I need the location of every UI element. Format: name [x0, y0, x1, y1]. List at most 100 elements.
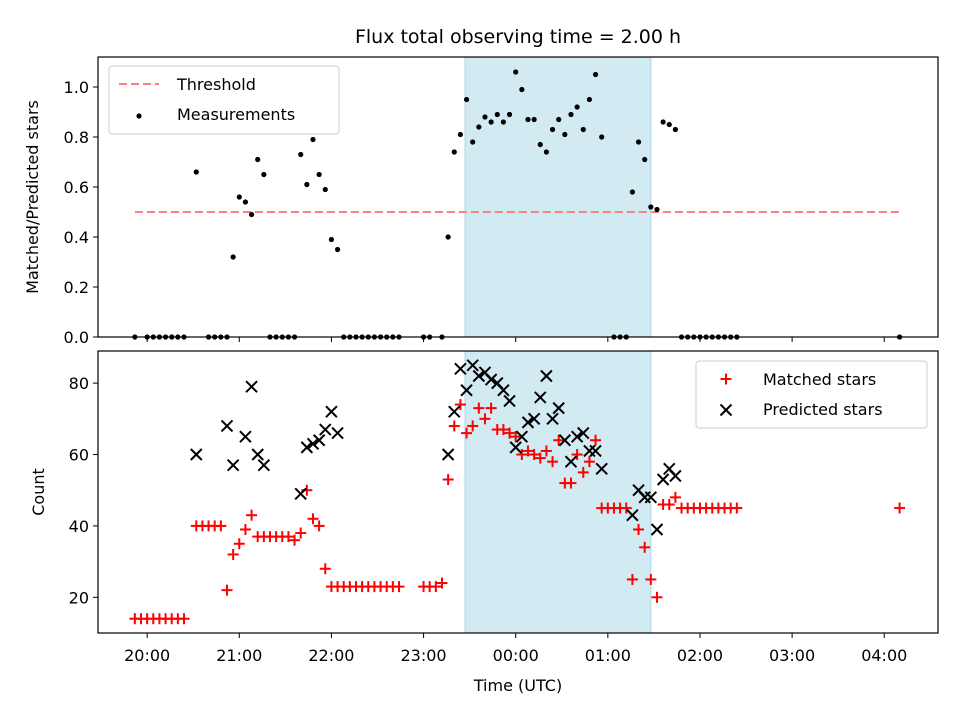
matched-star-point: [289, 534, 301, 546]
predicted-star-point: [300, 441, 314, 454]
predicted-star-point: [190, 448, 203, 461]
top-axes-frame: [97, 56, 939, 338]
matched-star-point: [454, 399, 466, 411]
matched-star-point: [510, 431, 522, 443]
matched-star-point: [522, 445, 534, 457]
top-panel: 0.0 0.2 0.4 0.6 0.8 1.0 Matched/Predicted sta…: [23, 56, 939, 347]
x-tick-label: 01:00: [585, 646, 631, 665]
measurement-point: [482, 114, 488, 120]
measurement-point: [310, 136, 316, 143]
measurement-point: [543, 149, 550, 155]
bottom-y-tick-label: 20: [69, 588, 89, 607]
measurement-point: [261, 171, 267, 178]
measurement-point: [574, 104, 580, 110]
matched-star-point: [215, 520, 227, 532]
matched-star-point: [295, 527, 307, 539]
x-tick-label: 22:00: [308, 646, 354, 665]
matched-star-point: [633, 523, 645, 535]
measurement-point: [666, 121, 672, 128]
matched-star-point: [307, 513, 319, 525]
measurement-point: [580, 126, 586, 133]
top-y-tick-label: 0.2: [64, 278, 89, 297]
measurement-point: [525, 116, 531, 123]
predicted-star-point: [448, 405, 461, 418]
measurement-point: [328, 236, 335, 243]
measurement-point: [248, 211, 255, 218]
measurement-point: [334, 246, 341, 253]
predicted-star-point: [312, 434, 326, 447]
x-tick-label: 23:00: [401, 646, 447, 665]
measurement-point: [316, 171, 322, 178]
measurement-point: [531, 116, 537, 123]
predicted-star-point: [546, 412, 559, 426]
measurement-point: [568, 111, 574, 118]
x-tick-label: 03:00: [769, 646, 815, 665]
x-tick-label: 20:00: [124, 646, 170, 665]
bottom-y-tick-label: 80: [69, 374, 89, 393]
x-tick-label: 04:00: [861, 646, 907, 665]
bottom-y-axis-label: Count: [29, 468, 48, 516]
matched-star-point: [669, 491, 681, 503]
predicted-star-point: [577, 426, 590, 440]
measurement-point: [672, 126, 679, 133]
measurement-point: [629, 189, 636, 195]
predicted-stars-points: [190, 359, 682, 536]
matched-star-point: [233, 538, 245, 550]
matched-star-point: [516, 449, 528, 461]
measurement-point: [599, 134, 605, 140]
top-x-ticks: [146, 337, 885, 342]
matched-star-point: [534, 452, 546, 464]
legend-x-marker: [719, 403, 733, 417]
matched-star-point: [497, 424, 509, 436]
bottom-legend: Matched stars Predicted stars: [695, 360, 928, 429]
measurement-point: [445, 234, 451, 240]
measurement-point: [255, 156, 261, 163]
predicted-star-point: [534, 391, 547, 404]
predicted-star-point: [472, 369, 486, 383]
matched-star-point: [473, 402, 485, 414]
top-shaded-span: [464, 56, 652, 338]
predicted-star-point: [245, 380, 258, 393]
legend-measurements-swatch: [136, 113, 142, 119]
predicted-star-point: [509, 441, 522, 454]
predicted-star-point: [251, 448, 264, 461]
matched-star-point: [430, 581, 442, 593]
measurement-point: [642, 156, 648, 163]
matched-star-point: [571, 449, 583, 461]
predicted-star-point: [466, 359, 479, 372]
matched-star-point: [485, 402, 497, 414]
measurement-point: [500, 119, 507, 125]
x-axis-label: Time (UTC): [473, 676, 562, 695]
figure-title: Flux total observing time = 2.00 h: [355, 26, 681, 48]
predicted-star-point: [669, 469, 682, 483]
matched-star-point: [583, 456, 595, 468]
measurement-point: [506, 111, 513, 118]
bottom-axes-frame: [97, 350, 939, 634]
top-y-tick-label: 0.8: [64, 128, 89, 147]
top-y-ticks: 0.0 0.2 0.4 0.6 0.8 1.0: [64, 78, 98, 347]
measurement-point: [654, 206, 660, 213]
x-tick-label: 21:00: [216, 646, 262, 665]
top-y-tick-label: 0.6: [64, 178, 89, 197]
measurement-point: [304, 181, 310, 188]
matched-star-point: [313, 520, 325, 532]
predicted-star-point: [454, 362, 467, 376]
matched-stars-points: [129, 399, 906, 625]
predicted-star-point: [331, 426, 344, 440]
measurement-point: [648, 204, 654, 210]
measurement-point: [519, 86, 525, 93]
legend-threshold-label: Threshold: [176, 75, 256, 94]
measurement-point: [562, 131, 568, 138]
predicted-star-point: [644, 491, 658, 504]
measurement-point: [660, 119, 666, 125]
measurement-point: [586, 96, 593, 103]
matched-star-point: [467, 420, 479, 432]
top-y-tick-label: 1.0: [64, 78, 89, 97]
top-y-tick-label: 0.0: [64, 328, 89, 347]
predicted-star-point: [656, 473, 670, 486]
predicted-star-point: [552, 401, 565, 415]
measurement-point: [322, 186, 328, 193]
legend-predicted-swatch: [719, 403, 733, 417]
predicted-star-point: [589, 444, 602, 458]
